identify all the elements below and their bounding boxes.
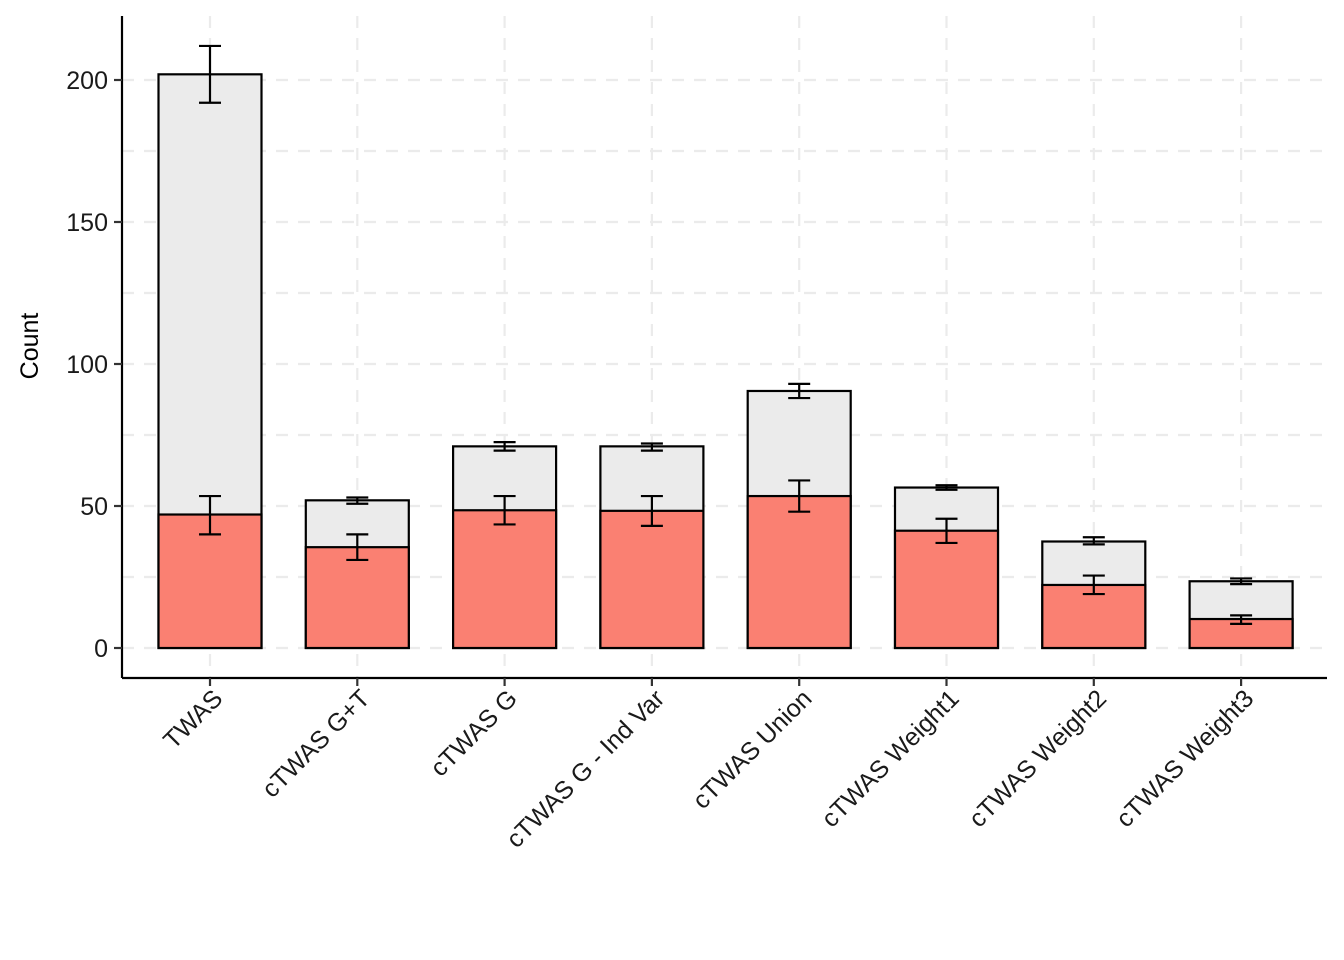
grid-layer	[122, 16, 1327, 678]
x-tick-label: cTWAS Weight2	[964, 684, 1112, 832]
y-tick-label: 50	[80, 493, 108, 521]
bar-lower	[599, 509, 705, 650]
bar-lower	[304, 546, 410, 650]
bar-lower	[1041, 583, 1147, 650]
bar-lower	[157, 513, 263, 650]
y-axis-title: Count	[16, 313, 44, 380]
bar-lower	[746, 494, 852, 650]
bar-lower	[893, 529, 1000, 650]
axes-layer	[114, 16, 1327, 686]
y-tick-label: 150	[66, 209, 108, 237]
x-tick-label: TWAS	[158, 684, 228, 754]
x-tick-label: cTWAS Union	[687, 684, 817, 814]
y-tick-label: 100	[66, 351, 108, 379]
bar-lower	[452, 509, 558, 650]
x-tick-label: cTWAS G	[425, 684, 523, 782]
x-tick-label: cTWAS G - Ind Var	[501, 684, 670, 853]
y-tick-label: 200	[66, 67, 108, 95]
bars-layer	[157, 73, 1294, 650]
x-tick-label: cTWAS Weight3	[1111, 684, 1259, 832]
x-tick-label: cTWAS G+T	[257, 684, 376, 803]
x-tick-label: cTWAS Weight1	[816, 684, 964, 832]
y-tick-label: 0	[94, 635, 108, 663]
error-bars-layer	[199, 44, 1253, 625]
